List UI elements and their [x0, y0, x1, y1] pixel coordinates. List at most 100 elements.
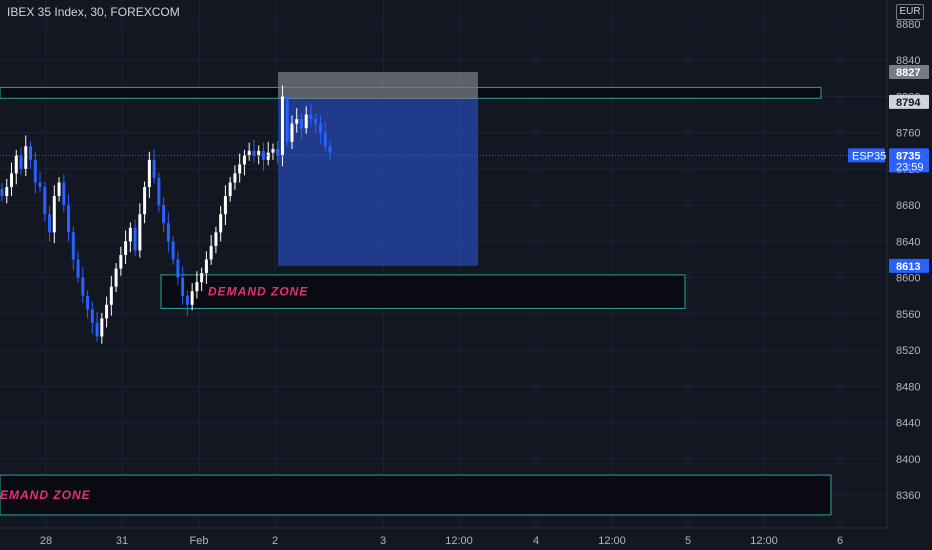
candle-body: [171, 241, 175, 260]
candle-body: [86, 295, 90, 310]
price-tick-label: 8680: [896, 200, 920, 212]
zone-box[interactable]: [0, 474, 832, 516]
zone-box[interactable]: [160, 274, 686, 309]
candle-body: [238, 164, 242, 174]
candle-body: [252, 150, 256, 156]
candle-body: [290, 123, 294, 142]
candle-body: [109, 286, 113, 305]
candle-body: [223, 196, 227, 215]
candle-body: [0, 188, 4, 197]
candle-body: [152, 159, 156, 178]
price-tick-label: 8640: [896, 236, 920, 248]
time-tick-label: 12:00: [750, 535, 778, 547]
candle-body: [76, 259, 80, 278]
candle-body: [33, 159, 37, 183]
candle-body: [38, 182, 42, 188]
candle-body: [14, 155, 18, 174]
candles-layer: [0, 85, 332, 344]
candle-body: [147, 159, 151, 188]
stop-loss-area[interactable]: [278, 72, 478, 100]
candle-body: [181, 277, 185, 296]
candle-body: [100, 318, 104, 337]
price-tag-label: 8613: [896, 261, 920, 273]
candle-body: [128, 227, 132, 242]
currency-badge[interactable]: EUR: [896, 4, 924, 20]
candle-body: [242, 155, 246, 165]
candle-body: [299, 119, 303, 129]
price-tag: [889, 94, 929, 109]
candle-body: [309, 114, 313, 120]
candle-body: [29, 146, 33, 160]
take-profit-area[interactable]: [278, 99, 478, 266]
candle-body: [276, 148, 280, 156]
time-tick-label: 4: [533, 535, 539, 547]
candle-body: [90, 309, 94, 323]
candle-body: [285, 96, 289, 142]
countdown-label: 23:59: [896, 161, 924, 173]
candle-body: [219, 214, 223, 233]
price-tag-label: 8794: [896, 97, 921, 109]
candle-body: [185, 295, 189, 305]
candle-body: [295, 119, 299, 124]
candle-body: [204, 259, 208, 274]
price-tick-label: 8440: [896, 418, 920, 430]
time-tick-label: 12:00: [598, 535, 626, 547]
price-tick-label: 8480: [896, 381, 920, 393]
price-tag: [889, 148, 929, 173]
candle-body: [57, 182, 61, 197]
candle-body: [266, 152, 270, 160]
candle-body: [24, 146, 28, 169]
symbol-tag: [848, 148, 885, 163]
time-tick-label: 6: [837, 535, 843, 547]
candle-body: [304, 114, 308, 129]
candle-body: [105, 304, 109, 319]
price-tag-label: 8827: [896, 67, 920, 79]
price-tick-label: 8760: [896, 128, 920, 140]
candle-body: [133, 227, 137, 251]
symbol-title[interactable]: IBEX 35 Index, 30, FOREXCOM: [7, 5, 180, 19]
price-tick-label: 8840: [896, 55, 920, 67]
candle-body: [261, 150, 265, 160]
candle-body: [114, 268, 118, 287]
candle-body: [71, 232, 75, 260]
candle-body: [162, 205, 166, 224]
candle-body: [328, 146, 332, 153]
candle-body: [5, 187, 9, 197]
time-tick-label: 2: [272, 535, 278, 547]
candle-body: [52, 196, 56, 233]
candle-body: [143, 187, 147, 215]
price-tag: [889, 65, 929, 80]
candle-body: [318, 123, 322, 133]
time-tick-label: 31: [116, 535, 128, 547]
time-tick-label: 12:00: [445, 535, 473, 547]
long-position-tool: [278, 72, 478, 266]
candle-body: [314, 119, 318, 124]
zone-label: EMAND ZONE: [0, 488, 91, 502]
candle-body: [95, 322, 99, 337]
time-tick-label: 28: [40, 535, 52, 547]
candle-body: [200, 273, 204, 283]
candle-body: [176, 259, 180, 278]
candle-body: [247, 150, 251, 156]
candle-body: [62, 182, 66, 206]
price-tag: [889, 258, 929, 273]
candle-body: [81, 277, 85, 296]
candle-body: [19, 155, 23, 169]
candle-body: [323, 132, 327, 147]
candle-body: [43, 187, 47, 215]
price-tag-label: 8735: [896, 150, 920, 162]
candle-body: [280, 96, 284, 156]
candle-body: [67, 205, 71, 233]
candle-body: [138, 214, 142, 251]
price-tick-label: 8520: [896, 345, 920, 357]
symbol-tag-label: ESP35: [852, 150, 886, 162]
price-tick-label: 8600: [896, 273, 920, 285]
price-tick-label: 8560: [896, 309, 920, 321]
candle-body: [166, 223, 170, 242]
candle-body: [195, 282, 199, 292]
time-tick-label: Feb: [190, 535, 209, 547]
zone-label: DEMAND ZONE: [208, 285, 308, 299]
candle-body: [233, 173, 237, 183]
